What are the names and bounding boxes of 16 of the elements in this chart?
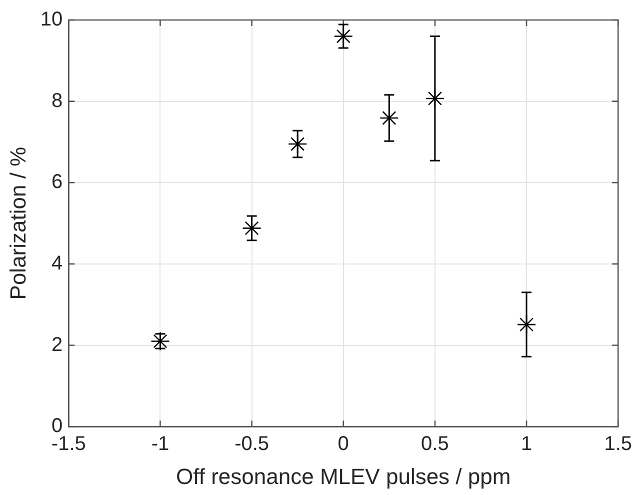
point (242, 218, 262, 238)
x-tick-label: -1 (151, 433, 170, 456)
x-axis-title: Off resonance MLEV pulses / ppm (176, 464, 511, 489)
x-tick-label: -0.5 (234, 433, 270, 456)
y-tick-label: 4 (52, 252, 63, 274)
y-tick-label: 10 (40, 8, 63, 31)
x-tick-label: 0.5 (421, 433, 449, 456)
x-tick-label: 1.5 (604, 433, 632, 456)
y-tick-label: 2 (52, 334, 63, 356)
y-axis-title: Polarization / % (5, 146, 30, 300)
x-tick-label: 0 (338, 433, 349, 456)
x-tick-label: 1 (520, 433, 532, 456)
y-tick-label: 6 (52, 171, 63, 194)
point (380, 108, 399, 128)
point (334, 26, 354, 46)
y-tick-label: 8 (52, 90, 63, 112)
